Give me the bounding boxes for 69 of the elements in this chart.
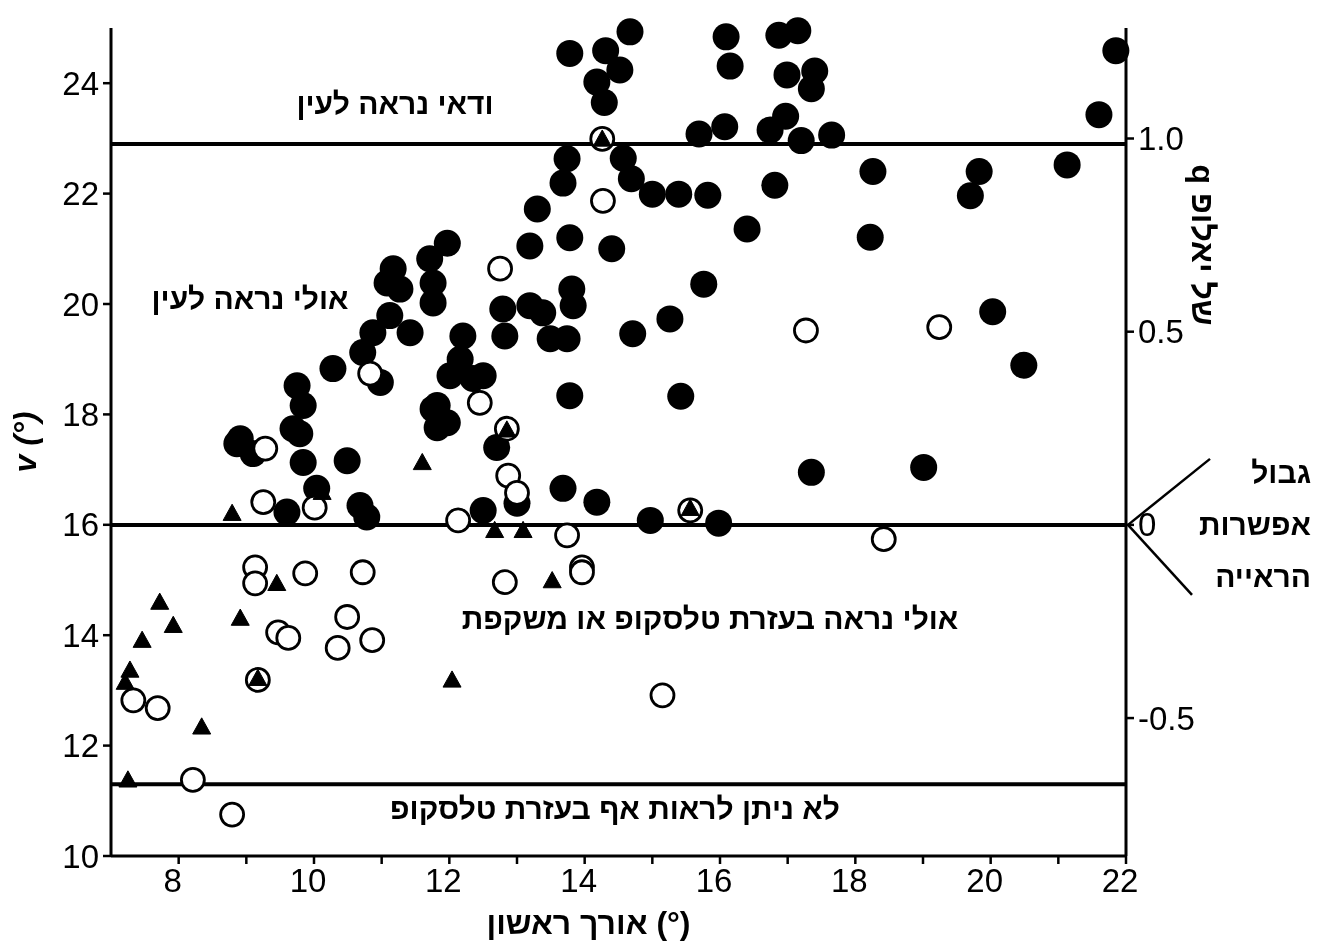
point	[219, 801, 246, 828]
point	[179, 766, 206, 793]
point	[649, 682, 676, 709]
y-tick-label: 12	[62, 727, 99, 765]
annotation: אולי נראה בעזרת טלסקופ או משקפת	[461, 601, 959, 635]
y2-tick-label: 1.0	[1138, 120, 1184, 157]
y-tick-label: 18	[62, 395, 99, 433]
y2-axis-title: q של יאלופ	[1185, 164, 1221, 326]
x-axis-title: אורך ראשון (°)	[486, 905, 691, 941]
point	[120, 660, 140, 678]
point	[150, 592, 170, 610]
y-tick-label: 10	[62, 837, 99, 875]
y-tick-label: 20	[62, 285, 99, 323]
point	[445, 507, 472, 534]
point	[926, 314, 953, 341]
point	[349, 559, 376, 586]
point	[466, 389, 493, 416]
x-tick-label: 8	[163, 862, 182, 899]
annotation: לא ניתן לראות אף בעזרת טלסקופ	[390, 791, 840, 825]
y-tick-label: 14	[62, 616, 99, 654]
point	[504, 479, 530, 506]
point	[132, 630, 152, 648]
annotation: אולי נראה לעין	[151, 281, 349, 315]
point	[230, 608, 250, 626]
point	[485, 520, 505, 539]
x-tick-label: 18	[830, 862, 868, 899]
y2-tick-label: -0.5	[1138, 699, 1195, 737]
point	[120, 687, 147, 714]
point	[569, 559, 595, 586]
annotation: ודאי נראה לעין	[296, 86, 494, 120]
x-tick-label: 22	[1101, 862, 1139, 899]
y2-tick-label: 0.5	[1138, 313, 1184, 351]
point	[292, 560, 319, 587]
point	[442, 670, 462, 688]
point	[359, 627, 386, 654]
point	[222, 503, 242, 521]
point	[118, 770, 138, 788]
y-tick-label: 16	[62, 506, 99, 544]
x-tick-label: 10	[289, 862, 327, 899]
point	[870, 526, 897, 553]
y-tick-label: 24	[62, 64, 99, 102]
point	[250, 489, 277, 516]
x-tick-label: 12	[424, 862, 462, 899]
point	[554, 522, 580, 549]
point	[267, 573, 287, 592]
y2-tick-label: 0	[1138, 506, 1157, 544]
point	[334, 604, 361, 630]
x-tick-label: 14	[560, 862, 598, 899]
point	[412, 452, 432, 471]
point	[542, 571, 562, 589]
point	[357, 360, 384, 387]
point	[513, 520, 533, 539]
y-axis-title: v (°)	[7, 411, 43, 473]
point	[242, 570, 269, 597]
point	[590, 187, 616, 214]
point	[252, 435, 279, 462]
point	[163, 615, 183, 633]
point	[144, 695, 171, 721]
point	[275, 625, 302, 651]
point	[793, 317, 819, 344]
y-tick-label: 22	[62, 175, 99, 213]
ref-line-label: גבול אפשרות הראייה	[1198, 456, 1311, 594]
point	[301, 494, 328, 521]
point	[192, 717, 212, 735]
x-tick-label: 16	[695, 862, 733, 899]
x-tick-label: 20	[966, 862, 1004, 899]
point	[324, 635, 351, 661]
point	[491, 569, 518, 596]
point	[487, 255, 513, 282]
